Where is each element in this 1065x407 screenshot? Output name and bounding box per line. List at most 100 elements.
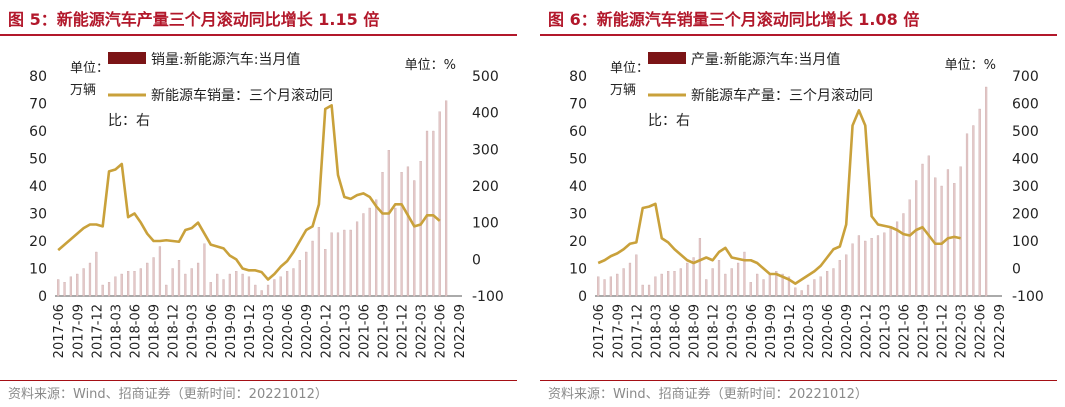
bar — [940, 185, 943, 297]
bar — [311, 240, 314, 297]
bar — [679, 268, 682, 297]
figure-5: 图 5：新能源汽车产量三个月滚动同比增长 1.15 倍 0 10 20 30 40 50 6… — [0, 0, 525, 407]
y-left-tick-label: 0 — [578, 289, 587, 305]
bar — [622, 268, 625, 297]
x-tick-label: 2022-06 — [974, 304, 989, 358]
y-left-tick-label: 50 — [29, 152, 47, 168]
bar — [647, 284, 651, 297]
bar — [686, 262, 689, 297]
y-left-tick-label: 70 — [29, 97, 47, 113]
bar — [419, 161, 422, 297]
bar — [800, 290, 803, 297]
y-left-tick-label: 40 — [569, 179, 587, 195]
bar — [768, 273, 771, 297]
bar — [756, 273, 759, 297]
bar — [196, 262, 200, 297]
bar — [266, 284, 270, 297]
bar — [254, 284, 257, 297]
bar — [736, 262, 740, 297]
x-tick-label: 2017-09 — [611, 304, 626, 358]
x-tick-label: 2021-03 — [338, 304, 353, 358]
legend-line-label-cont: 比：右 — [648, 113, 690, 129]
bar — [305, 251, 308, 297]
unit-right-label: 单位：% — [405, 58, 456, 73]
bar — [724, 273, 727, 297]
x-tick-label: 2020-06 — [821, 304, 836, 358]
bar — [787, 276, 791, 297]
chart-figure-5: 0 10 20 30 40 50 60 70 80 -100 0 100 200 300 400 500 201… — [29, 51, 504, 358]
x-tick-label: 2019-09 — [224, 304, 239, 358]
bar — [228, 273, 231, 297]
legend-line-label-cont: 比：右 — [108, 113, 150, 129]
bar — [133, 271, 136, 297]
bar — [743, 251, 746, 297]
y-left-tick-label: 10 — [29, 262, 47, 278]
x-tick-label: 2021-03 — [878, 304, 893, 358]
unit-left-label: 单位： — [70, 61, 109, 76]
y-left-tick-label: 20 — [29, 234, 47, 250]
x-tick-label: 2021-09 — [917, 304, 932, 358]
y-left-tick-label: 40 — [29, 179, 47, 195]
y-left-tick-label: 60 — [29, 124, 47, 140]
x-tick-label: 2018-06 — [128, 304, 143, 358]
bar — [915, 180, 918, 297]
bar — [851, 243, 854, 297]
series-line — [597, 109, 961, 285]
x-tick-label: 2017-12 — [90, 304, 105, 358]
bar — [95, 251, 98, 297]
x-tick-label: 2022-06 — [434, 304, 449, 358]
x-tick-label: 2019-03 — [186, 304, 201, 358]
bar — [660, 273, 663, 297]
bar — [158, 246, 162, 297]
y-right-tick-label: 400 — [472, 106, 499, 122]
bar — [381, 172, 384, 297]
x-tick-label: 2019-03 — [726, 304, 741, 358]
x-tick-label: 2017-12 — [630, 304, 645, 358]
bar — [222, 279, 225, 297]
y-left-tick-label: 80 — [569, 69, 587, 85]
legend-bar-swatch — [108, 52, 146, 64]
y-left-tick-label: 20 — [569, 234, 587, 250]
bar — [286, 271, 289, 297]
bar — [927, 155, 930, 297]
x-tick-label: 2018-12 — [167, 304, 182, 358]
bar — [330, 232, 333, 297]
bar — [57, 279, 60, 297]
bar — [120, 273, 123, 297]
bar — [775, 271, 778, 297]
x-tick-label: 2018-03 — [109, 304, 124, 358]
y-right-tick-label: -100 — [472, 289, 504, 305]
y-left-tick-label: 30 — [29, 207, 47, 223]
y-right-tick-label: 0 — [1012, 262, 1021, 278]
bar — [82, 268, 85, 297]
x-tick-label: 2020-09 — [300, 304, 315, 358]
bar — [88, 262, 92, 297]
x-tick-label: 2020-09 — [840, 304, 855, 358]
bar — [425, 130, 429, 297]
bar — [69, 276, 73, 297]
x-tick-label: 2022-03 — [955, 304, 970, 358]
x-tick-label: 2022-09 — [993, 304, 1008, 358]
bar — [343, 229, 346, 297]
bar — [965, 133, 969, 297]
bar — [889, 227, 892, 297]
bar — [146, 262, 149, 297]
unit-right-label: 单位：% — [945, 58, 996, 73]
legend-line-label: 新能源车销量：三个月滚动同 — [151, 87, 333, 104]
y-left-tick-label: 70 — [569, 97, 587, 113]
x-tick-label: 2018-09 — [148, 304, 163, 358]
x-tick-label: 2021-09 — [377, 304, 392, 358]
x-tick-label: 2022-03 — [415, 304, 430, 358]
bar — [667, 271, 670, 297]
x-tick-label: 2018-06 — [668, 304, 683, 358]
x-tick-label: 2020-06 — [281, 304, 296, 358]
bar — [902, 213, 905, 297]
y-right-tick-label: 400 — [1012, 152, 1039, 168]
title-rule — [540, 34, 1057, 36]
bar — [762, 279, 765, 297]
x-tick-label: 2019-09 — [764, 304, 779, 358]
y-right-tick-label: 300 — [472, 142, 499, 158]
y-left-tick-label: 0 — [38, 289, 47, 305]
bar — [857, 235, 861, 297]
bar — [375, 199, 378, 297]
